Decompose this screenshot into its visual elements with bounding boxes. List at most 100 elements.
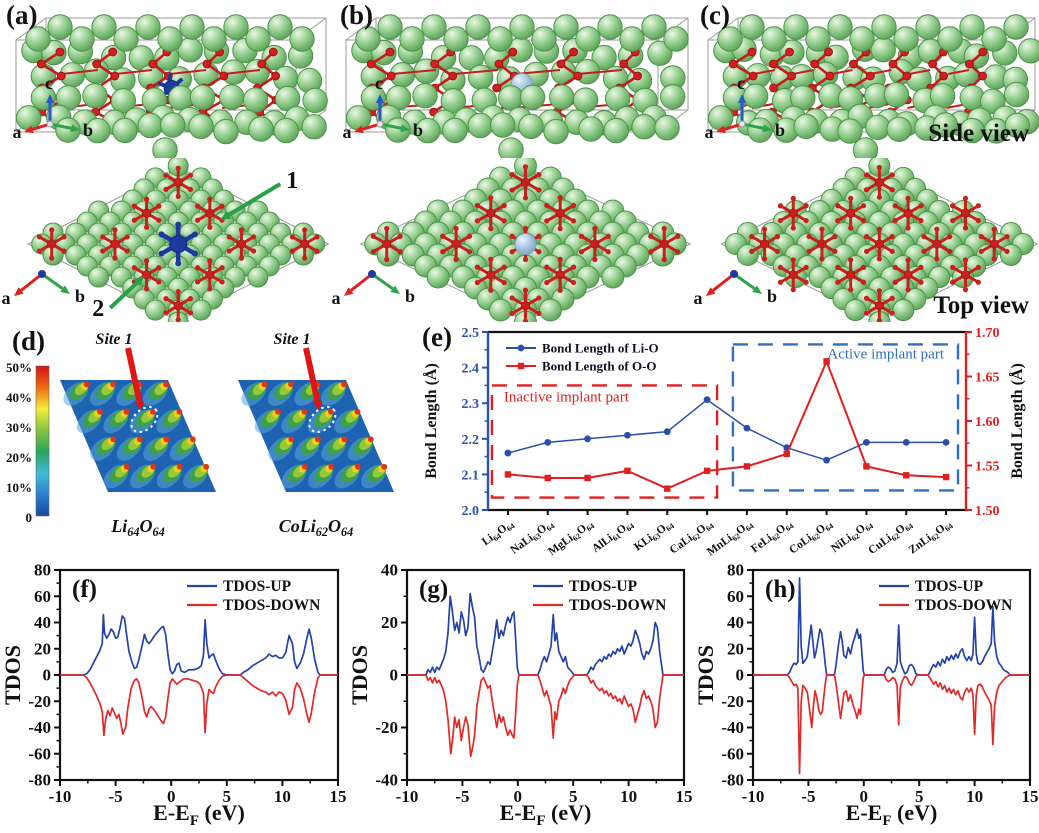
- svg-text:10: 10: [274, 787, 291, 806]
- svg-text:0: 0: [860, 787, 869, 806]
- svg-text:40: 40: [381, 561, 398, 580]
- svg-text:5: 5: [569, 787, 578, 806]
- top-view-label: Top view: [933, 292, 1029, 319]
- svg-text:-10: -10: [742, 787, 765, 806]
- middle-row: (d) 50% 40% 30% 20% 10% 0 Site 1 Li64O64 Site 1 C…: [0, 322, 1039, 558]
- svg-text:1.55: 1.55: [975, 460, 1000, 475]
- svg-text:80: 80: [727, 561, 744, 580]
- svg-text:-5: -5: [109, 787, 123, 806]
- svg-text:b: b: [775, 120, 785, 140]
- svg-text:80: 80: [34, 561, 51, 580]
- svg-text:2.4: 2.4: [462, 362, 480, 377]
- svg-text:-40: -40: [375, 771, 398, 790]
- svg-text:-20: -20: [28, 692, 51, 711]
- svg-text:Bond Length of O-O: Bond Length of O-O: [542, 359, 657, 374]
- svg-text:-40: -40: [721, 718, 744, 737]
- svg-text:2: 2: [92, 296, 104, 322]
- svg-text:10: 10: [620, 787, 637, 806]
- svg-text:Li64O64: Li64O64: [480, 518, 517, 550]
- panel-h-label: (h): [765, 576, 796, 603]
- svg-text:c: c: [737, 73, 745, 93]
- svg-text:E-EF (eV): E-EF (eV): [846, 800, 938, 829]
- svg-text:MgLi62O64: MgLi62O64: [546, 518, 596, 558]
- svg-text:2.3: 2.3: [462, 397, 480, 412]
- svg-text:0: 0: [167, 787, 176, 806]
- bond-length-chart: Inactive implant part Active implant part…: [422, 326, 1026, 558]
- svg-text:b: b: [767, 286, 777, 306]
- svg-text:CoLi62O64: CoLi62O64: [279, 516, 353, 539]
- panel-e-label: (e): [422, 322, 452, 352]
- panel-f-label: (f): [72, 576, 97, 603]
- svg-text:TDOS: TDOS: [0, 645, 25, 705]
- svg-text:b: b: [405, 286, 415, 306]
- svg-text:-20: -20: [375, 718, 398, 737]
- panel-d-label: (d): [12, 326, 45, 356]
- svg-text:-60: -60: [28, 744, 51, 763]
- svg-text:a: a: [343, 122, 352, 142]
- svg-text:20: 20: [34, 639, 51, 658]
- panel-b-crystal: (b) c a b a b: [330, 0, 692, 322]
- svg-text:Inactive implant part: Inactive implant part: [504, 389, 630, 405]
- tdos-chart-h: -10 -5 0 5 10 15 -80 -60 -40 -20 0 20 40 60 80 TDOS-UP T…: [693, 561, 1039, 829]
- svg-text:2.2: 2.2: [462, 433, 480, 448]
- svg-text:1: 1: [286, 168, 298, 194]
- svg-text:0: 0: [514, 787, 523, 806]
- svg-text:1.60: 1.60: [975, 415, 1000, 430]
- svg-text:b: b: [413, 120, 423, 140]
- svg-text:-80: -80: [721, 771, 744, 790]
- svg-text:b: b: [75, 286, 85, 306]
- panel-a-label: (a): [6, 0, 38, 30]
- svg-text:60: 60: [34, 587, 51, 606]
- svg-text:Site 1: Site 1: [274, 331, 311, 348]
- tdos-chart-f: -10 -5 0 5 10 15 -80 -60 -40 -20 0 20 40 60 80 TDOS-UP T…: [0, 561, 347, 829]
- svg-text:15: 15: [1022, 787, 1039, 806]
- svg-text:10%: 10%: [6, 480, 32, 495]
- svg-text:40%: 40%: [6, 390, 32, 405]
- svg-text:Site 1: Site 1: [96, 331, 133, 348]
- svg-text:-5: -5: [455, 787, 469, 806]
- svg-text:Active implant part: Active implant part: [827, 347, 944, 363]
- svg-text:15: 15: [330, 787, 347, 806]
- panel-g-label: (g): [419, 576, 449, 603]
- svg-text:1.65: 1.65: [975, 371, 1000, 386]
- crystal-side-view-b: c a b: [343, 14, 689, 158]
- svg-text:0: 0: [43, 666, 52, 685]
- panel-h-tdos: (h) -10 -5 0 5 10 15 -80 -60 -40 -20 0 20 40 60 80 TDOS…: [693, 558, 1039, 833]
- svg-text:-5: -5: [801, 787, 815, 806]
- svg-text:MnLi62O64: MnLi62O64: [705, 518, 756, 558]
- svg-text:60: 60: [727, 587, 744, 606]
- svg-text:E-EF (eV): E-EF (eV): [500, 800, 592, 829]
- panel-b-label: (b): [340, 0, 373, 30]
- panel-g-tdos: (g) -10 -5 0 5 10 15 -40 -20 0 20 40 TDOS-UP TDOS-DO…: [347, 558, 693, 833]
- svg-text:TDOS-DOWN: TDOS-DOWN: [223, 597, 320, 614]
- svg-text:-60: -60: [721, 744, 744, 763]
- svg-text:AlLi61O64: AlLi61O64: [590, 518, 636, 557]
- svg-text:Bond Length of Li-O: Bond Length of Li-O: [542, 341, 659, 356]
- svg-text:-10: -10: [49, 787, 72, 806]
- panel-a-crystal: (a) c a b 1 2 a b: [0, 0, 330, 322]
- svg-text:20: 20: [381, 613, 398, 632]
- svg-text:CoLi62O64: CoLi62O64: [787, 518, 835, 558]
- svg-text:-10: -10: [396, 787, 419, 806]
- svg-text:TDOS-UP: TDOS-UP: [569, 578, 638, 595]
- bottom-row: (f) -10 -5 0 5 10 15 -80 -60 -40 -20 0 20 40 60 80 TDOS…: [0, 558, 1039, 833]
- tdos-chart-g: -10 -5 0 5 10 15 -40 -20 0 20 40 TDOS-UP TDOS-DOWN TD…: [347, 561, 693, 829]
- svg-text:-80: -80: [28, 771, 51, 790]
- panel-f-tdos: (f) -10 -5 0 5 10 15 -80 -60 -40 -20 0 20 40 60 80 TDOS…: [0, 558, 347, 833]
- svg-text:-20: -20: [721, 692, 744, 711]
- crystal-top-view-a: 1 2 a b: [2, 158, 330, 322]
- svg-text:a: a: [705, 122, 714, 142]
- svg-text:5: 5: [223, 787, 232, 806]
- svg-text:0: 0: [26, 510, 33, 525]
- svg-text:c: c: [375, 73, 383, 93]
- svg-text:2.1: 2.1: [462, 468, 480, 483]
- svg-text:40: 40: [727, 613, 744, 632]
- svg-text:Li64O64: Li64O64: [110, 516, 164, 539]
- svg-text:c: c: [45, 73, 53, 93]
- svg-text:TDOS: TDOS: [693, 645, 718, 705]
- svg-text:2.0: 2.0: [462, 504, 480, 519]
- svg-text:Bond Length (Å): Bond Length (Å): [1008, 363, 1026, 479]
- svg-text:0: 0: [390, 666, 399, 685]
- svg-text:5: 5: [915, 787, 924, 806]
